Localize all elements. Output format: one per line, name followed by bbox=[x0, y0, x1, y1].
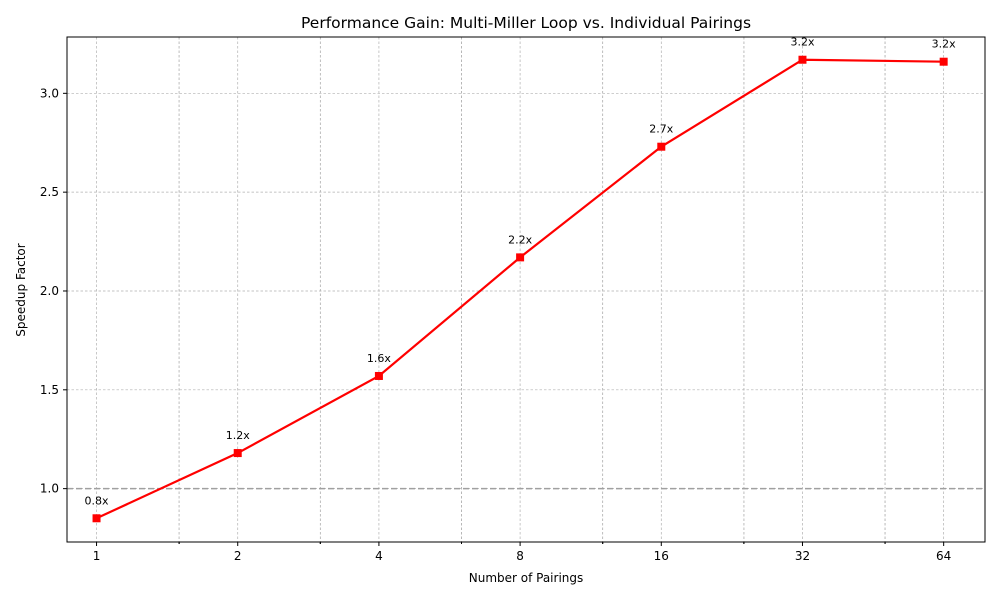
data-point-marker bbox=[516, 253, 525, 262]
data-label: 2.7x bbox=[649, 123, 673, 136]
data-point-marker bbox=[657, 142, 666, 151]
y-tick-label: 2.0 bbox=[40, 284, 59, 298]
plot-frame bbox=[66, 36, 986, 543]
data-label: 2.2x bbox=[508, 233, 532, 246]
y-tick-label: 1.5 bbox=[40, 383, 59, 397]
major-grid bbox=[67, 37, 985, 542]
data-point-marker bbox=[939, 57, 948, 66]
x-tick-label: 4 bbox=[375, 549, 383, 563]
data-label: 0.8x bbox=[85, 494, 109, 507]
data-label: 1.6x bbox=[367, 352, 391, 365]
minor-grid bbox=[178, 37, 886, 542]
x-tick-label: 1 bbox=[93, 549, 101, 563]
data-label-layer: 0.8x 1.2x 1.6x 2.2x 2.7x 3.2x 3.2x bbox=[85, 36, 957, 508]
y-tick-label: 2.5 bbox=[40, 185, 59, 199]
series-layer bbox=[92, 55, 948, 523]
y-tick-label: 1.0 bbox=[40, 482, 59, 496]
x-axis-ticks: 1 2 4 8 16 32 64 bbox=[93, 542, 951, 563]
x-tick-label: 32 bbox=[795, 549, 810, 563]
y-axis-ticks: 1.0 1.5 2.0 2.5 3.0 bbox=[40, 86, 67, 496]
x-tick-label: 8 bbox=[516, 549, 524, 563]
chart-title: Performance Gain: Multi-Miller Loop vs. … bbox=[301, 14, 751, 32]
y-tick-label: 3.0 bbox=[40, 86, 59, 100]
x-tick-label: 16 bbox=[654, 549, 669, 563]
data-point-marker bbox=[233, 449, 242, 458]
data-label: 1.2x bbox=[226, 429, 250, 442]
data-label: 3.2x bbox=[790, 36, 814, 49]
y-axis-label: Speedup Factor bbox=[14, 243, 28, 336]
data-label: 3.2x bbox=[932, 38, 956, 51]
data-point-marker bbox=[92, 514, 101, 523]
x-tick-label: 64 bbox=[936, 549, 951, 563]
x-axis-label: Number of Pairings bbox=[469, 571, 584, 585]
data-point-marker bbox=[798, 55, 807, 64]
x-tick-label: 2 bbox=[234, 549, 242, 563]
data-point-marker bbox=[374, 371, 383, 380]
